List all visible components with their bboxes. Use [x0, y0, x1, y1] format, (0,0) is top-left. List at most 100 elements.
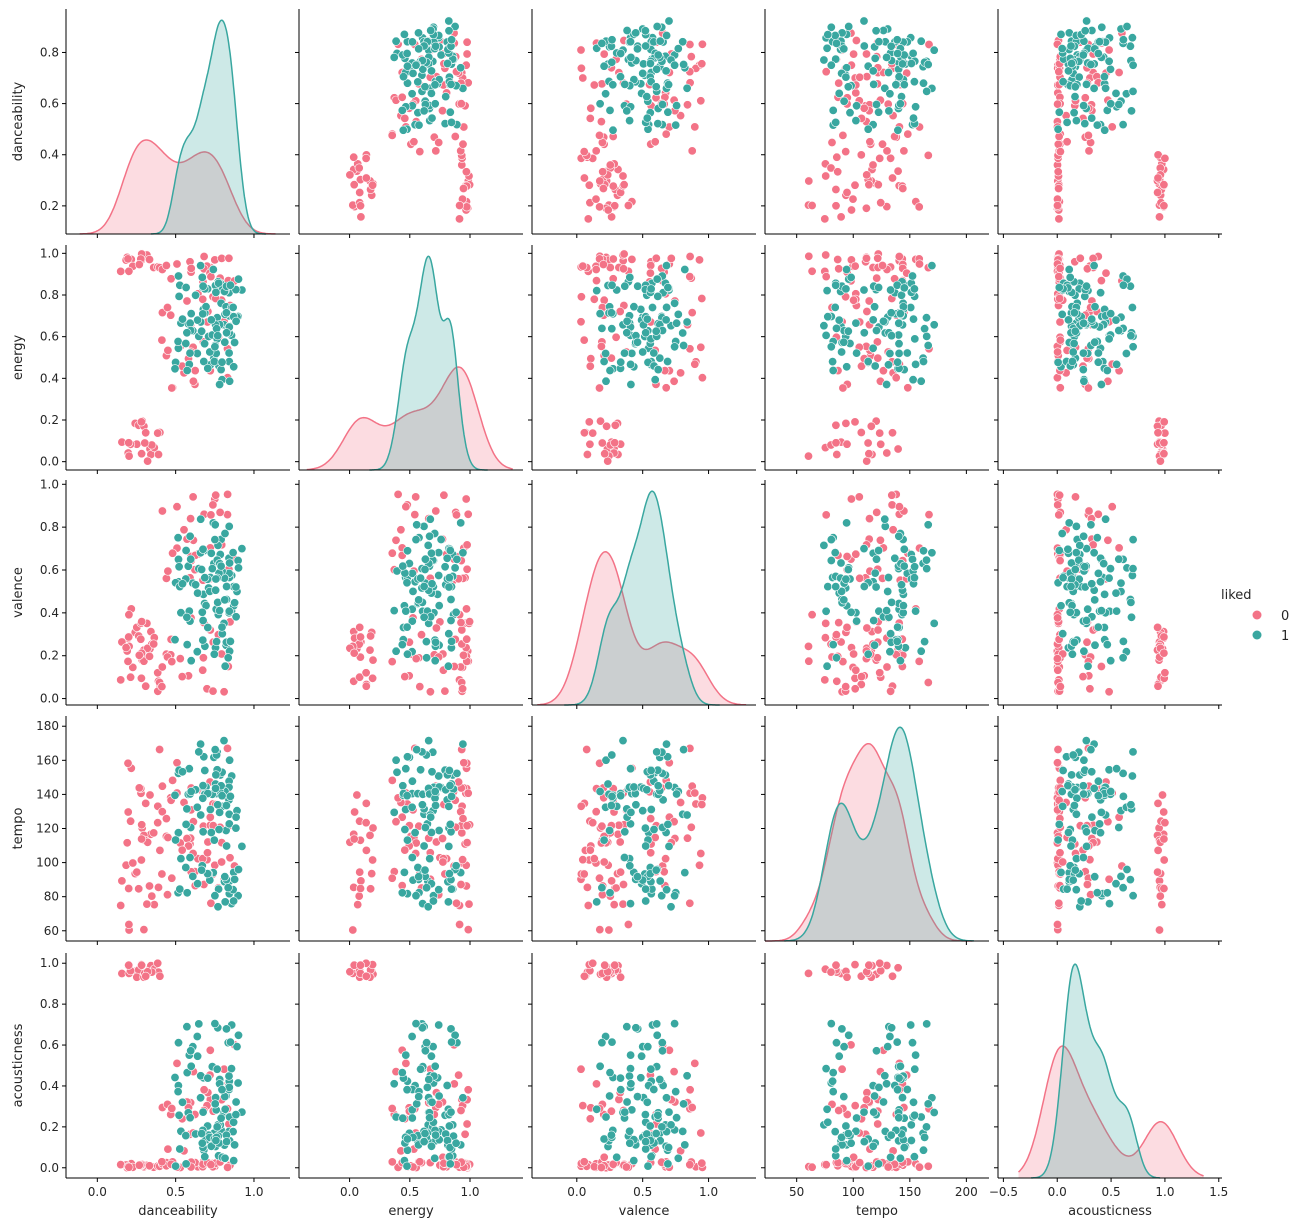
point-liked-1 [819, 540, 829, 550]
point-liked-1 [217, 1085, 227, 1095]
point-liked-0 [856, 672, 866, 682]
point-liked-1 [626, 1050, 636, 1060]
point-liked-1 [193, 879, 203, 889]
point-liked-1 [1054, 282, 1064, 292]
y-tick-label: 0.8 [40, 45, 59, 59]
point-liked-1 [643, 1042, 653, 1052]
point-liked-0 [623, 919, 633, 929]
point-liked-1 [1075, 540, 1085, 550]
point-liked-1 [831, 54, 841, 64]
point-liked-1 [234, 864, 244, 874]
point-liked-1 [426, 827, 436, 837]
point-liked-1 [680, 264, 690, 274]
point-liked-1 [652, 274, 662, 284]
panel-valence-vs-energy [295, 480, 523, 709]
point-liked-1 [908, 48, 918, 58]
point-liked-0 [669, 376, 679, 386]
point-liked-1 [1069, 800, 1079, 810]
point-liked-1 [423, 540, 433, 550]
point-liked-1 [852, 101, 862, 111]
point-liked-1 [446, 594, 456, 604]
point-liked-0 [838, 383, 848, 393]
point-liked-1 [426, 66, 436, 76]
point-liked-0 [924, 510, 934, 520]
point-liked-1 [1106, 64, 1116, 74]
point-liked-0 [645, 268, 655, 278]
point-liked-0 [611, 883, 621, 893]
point-liked-1 [419, 1137, 429, 1147]
point-liked-1 [174, 291, 184, 301]
point-liked-0 [1160, 668, 1170, 678]
point-liked-0 [154, 449, 164, 459]
point-liked-0 [690, 788, 700, 798]
x-axis-label-tempo: tempo [856, 1204, 898, 1219]
point-liked-1 [1079, 376, 1089, 386]
point-liked-0 [694, 255, 704, 265]
point-liked-0 [461, 604, 471, 614]
point-liked-1 [451, 1138, 461, 1148]
point-liked-1 [231, 812, 241, 822]
point-liked-1 [1056, 867, 1066, 877]
point-liked-1 [414, 120, 424, 130]
point-liked-1 [640, 26, 650, 36]
panel-danceability-vs-acousticness [994, 9, 1222, 238]
x-tick-label: 0.5 [166, 1185, 185, 1199]
point-liked-0 [1055, 682, 1065, 692]
point-liked-0 [1052, 654, 1062, 664]
point-liked-1 [592, 286, 602, 296]
x-tick-label: 0.0 [88, 1185, 107, 1199]
point-liked-1 [1065, 607, 1075, 617]
point-liked-1 [450, 21, 460, 31]
point-liked-1 [1069, 308, 1079, 318]
point-liked-0 [661, 383, 671, 393]
point-liked-0 [124, 438, 134, 448]
point-liked-1 [605, 1091, 615, 1101]
point-liked-0 [576, 45, 586, 55]
point-liked-0 [841, 418, 851, 428]
point-liked-1 [679, 59, 689, 69]
point-liked-0 [437, 106, 447, 116]
kde-fill-danceability-liked-0 [79, 140, 276, 234]
point-liked-1 [1096, 379, 1106, 389]
point-liked-0 [579, 173, 589, 183]
point-liked-1 [870, 1091, 880, 1101]
point-liked-1 [887, 331, 897, 341]
point-liked-1 [839, 1042, 849, 1052]
point-liked-0 [591, 1079, 601, 1089]
point-liked-0 [831, 185, 841, 195]
point-liked-1 [413, 28, 423, 38]
point-liked-1 [670, 298, 680, 308]
point-liked-0 [355, 632, 365, 642]
point-liked-1 [880, 83, 890, 93]
point-liked-0 [873, 1119, 883, 1129]
point-liked-1 [456, 518, 466, 528]
point-liked-1 [446, 1107, 456, 1117]
point-liked-1 [661, 1093, 671, 1103]
point-liked-0 [876, 198, 886, 208]
point-liked-1 [651, 865, 661, 875]
point-liked-1 [420, 822, 430, 832]
point-liked-0 [850, 684, 860, 694]
point-liked-1 [1070, 82, 1080, 92]
point-liked-1 [182, 612, 192, 622]
point-liked-1 [182, 640, 192, 650]
point-liked-0 [462, 49, 472, 59]
point-liked-1 [653, 119, 663, 129]
point-liked-1 [206, 827, 216, 837]
x-tick-label: 0.5 [633, 1185, 652, 1199]
point-liked-0 [456, 879, 466, 889]
point-liked-0 [434, 138, 444, 148]
point-liked-1 [625, 899, 635, 909]
y-tick-label: 0.8 [40, 997, 59, 1011]
point-liked-1 [878, 1097, 888, 1107]
point-liked-0 [223, 510, 233, 520]
point-liked-0 [861, 203, 871, 213]
point-liked-1 [597, 38, 607, 48]
point-liked-0 [1080, 93, 1090, 103]
point-liked-0 [886, 153, 896, 163]
point-liked-1 [601, 755, 611, 765]
point-liked-0 [584, 180, 594, 190]
point-liked-1 [826, 342, 836, 352]
point-liked-0 [136, 417, 146, 427]
